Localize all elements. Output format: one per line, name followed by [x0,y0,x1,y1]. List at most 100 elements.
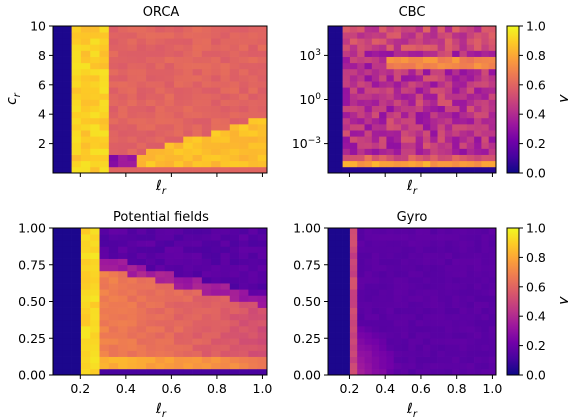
heatmap-cell [459,350,468,357]
heatmap-cell [379,264,387,272]
heatmap-cell [248,240,259,247]
heatmap-cell [118,81,128,88]
heatmap-cell [437,319,446,327]
heatmap-cell [401,136,409,143]
heatmap-cell [53,32,63,39]
heatmap-cell [53,130,63,137]
heatmap-cell [136,252,147,259]
heatmap-cell [118,117,128,125]
heatmap-cell [364,295,373,302]
heatmap-cell [90,99,100,106]
heatmap-cell [422,362,431,370]
heatmap-cell [474,277,482,284]
heatmap-cell [342,154,351,162]
heatmap-cell [146,50,156,57]
heatmap-cell [444,93,453,100]
heatmap-cell [466,277,475,284]
heatmap-cell [71,246,82,253]
heatmap-cell [239,270,249,278]
heatmap-cell [146,301,156,308]
heatmap-cell [349,301,358,308]
heatmap-cell [183,44,193,51]
heatmap-cell [248,99,259,106]
heatmap-cell [183,136,193,143]
heatmap-cell [415,68,424,76]
heatmap-cell [430,50,438,57]
heatmap-cell [408,368,416,376]
heatmap-cell [364,326,373,333]
heatmap-cell [164,56,175,64]
heatmap-cell [192,124,203,131]
heatmap-cell [201,362,212,370]
heatmap-cell [127,277,138,284]
heatmap-cell [349,136,358,143]
heatmap-cell [53,93,63,100]
heatmap-cell [371,56,380,64]
heatmap-cell [173,32,184,39]
heatmap-cell [257,252,268,259]
heatmap-cell [155,252,165,259]
heatmap-cell [108,130,119,137]
heatmap-cell [192,240,203,247]
heatmap-cell [437,111,446,119]
heatmap-cell [146,246,156,253]
heatmap-cell [459,270,468,278]
heatmap-cell [371,148,380,155]
heatmap-cell [422,87,431,94]
heatmap-cell [71,295,82,302]
heatmap-cells [53,228,268,376]
heatmap-cell [430,160,438,168]
heatmap-cell [415,99,424,106]
heatmap-cell [386,87,395,94]
heatmap-cell [452,246,460,253]
heatmap-cell [257,338,268,345]
heatmap-cell [488,130,497,137]
heatmap-cell [146,350,156,357]
heatmap-cell [328,87,336,94]
heatmap-cell [211,136,221,143]
heatmap-cell [248,75,259,82]
heatmap-cell [155,240,165,247]
heatmap-cell [257,289,268,296]
heatmap-cell [90,166,100,174]
heatmap-cell [136,124,147,131]
heatmap-cell [248,332,259,339]
heatmap-cell [155,258,165,266]
heatmap-cell [201,62,212,70]
heatmap-cell [408,166,416,174]
heatmap-cell [415,240,424,247]
heatmap-cell [328,270,336,278]
heatmap-cell [220,44,231,51]
heatmap-cell [183,148,193,155]
heatmap-cell [164,93,175,100]
heatmap-cell [155,295,165,302]
heatmap-cell [422,289,431,296]
heatmap-cell [239,319,249,327]
heatmap-cell [155,56,165,64]
heatmap-cell [342,105,351,113]
heatmap-cell [328,148,336,155]
heatmap-cell [466,142,475,149]
heatmap-cell [328,93,336,100]
heatmap-cell [459,332,468,339]
heatmap-cell [146,99,156,106]
heatmap-cell [173,130,184,137]
heatmap-cell [328,246,336,253]
heatmap-cell [201,326,212,333]
heatmap-cell [328,136,336,143]
heatmap-cell [90,283,100,290]
heatmap-cell [444,148,453,155]
heatmap-cell [328,75,336,82]
heatmap-cell [401,319,409,327]
heatmap-cell [118,356,128,364]
heatmap-cell [71,240,82,247]
heatmap-cell [386,105,395,113]
heatmap-cell [349,87,358,94]
heatmap-cell [80,130,91,137]
heatmap-cell [62,62,72,70]
heatmap-cell [108,338,119,345]
heatmap-cell [430,283,438,290]
heatmap-cell [415,319,424,327]
heatmap-cell [452,93,460,100]
